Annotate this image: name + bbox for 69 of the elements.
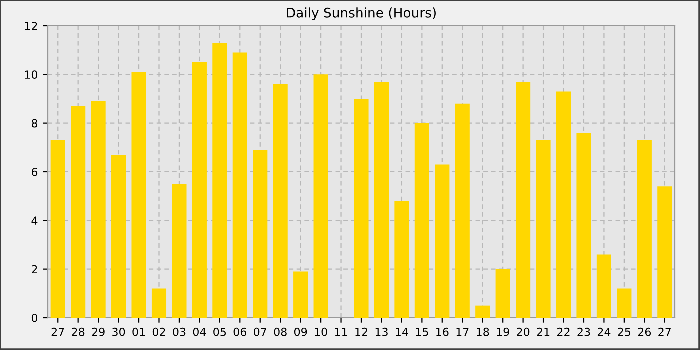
x-tick-label: 07 <box>254 328 266 336</box>
bar <box>435 164 450 318</box>
x-tick-label: 30 <box>112 328 126 336</box>
x-tick-label: 28 <box>72 328 85 336</box>
bar <box>273 84 288 318</box>
x-tick-label: 27 <box>658 328 672 336</box>
bar <box>576 133 592 318</box>
y-tick-label: 0 <box>32 314 38 322</box>
x-tick-label: 03 <box>173 328 186 336</box>
bar <box>516 82 531 318</box>
x-tick-label: 18 <box>477 328 490 336</box>
x-tick-label: 16 <box>436 328 449 336</box>
y-tick-label: 10 <box>25 70 38 80</box>
x-tick-label: 20 <box>517 328 530 336</box>
x-tick-label: 15 <box>416 328 428 336</box>
bar <box>476 306 490 318</box>
bar <box>394 201 410 318</box>
bar <box>253 150 268 318</box>
bar <box>132 72 146 318</box>
x-tick-label: 24 <box>598 328 611 336</box>
x-tick-label: 22 <box>558 328 570 336</box>
bar <box>414 123 430 318</box>
bar <box>496 269 510 318</box>
x-tick-label: 06 <box>234 328 247 336</box>
x-tick-label: 09 <box>294 328 308 336</box>
bar <box>71 106 86 318</box>
x-tick-label: 05 <box>214 328 226 336</box>
x-tick-label: 27 <box>52 328 64 336</box>
bar <box>374 82 390 318</box>
bar <box>637 140 652 318</box>
y-tick-label: 4 <box>32 216 38 225</box>
x-tick-label: 17 <box>456 328 469 336</box>
chart-title: Daily Sunshine (Hours) <box>287 8 436 20</box>
y-tick-label: 8 <box>32 119 38 128</box>
x-tick-label: 23 <box>578 328 590 336</box>
x-tick-label: 25 <box>618 328 631 336</box>
bar <box>596 254 612 318</box>
bar <box>91 101 106 318</box>
x-tick-label: 19 <box>497 328 510 336</box>
bar <box>294 272 308 318</box>
bar <box>536 140 551 318</box>
x-tick-label: 01 <box>132 328 146 336</box>
x-tick-label: 10 <box>315 328 328 336</box>
bar <box>112 154 126 318</box>
bar <box>617 288 632 318</box>
x-tick-label: 21 <box>537 328 550 336</box>
x-tick-label: 26 <box>638 328 652 336</box>
bar <box>658 186 672 318</box>
x-tick-label: 13 <box>376 328 388 336</box>
bar <box>172 184 187 318</box>
bar <box>50 140 66 318</box>
x-tick-label: 02 <box>152 328 166 336</box>
bar <box>212 43 228 318</box>
bar <box>314 74 328 318</box>
x-tick-label: 04 <box>193 328 206 336</box>
bar <box>232 52 248 318</box>
x-tick-label: 14 <box>396 328 408 336</box>
y-tick-label: 12 <box>25 22 38 30</box>
bar <box>556 92 572 318</box>
y-tick-label: 6 <box>32 168 38 176</box>
bar <box>152 288 167 318</box>
bar <box>192 62 207 318</box>
x-tick-label: 08 <box>274 328 287 336</box>
x-tick-label: 11 <box>335 328 348 336</box>
x-tick-label: 29 <box>92 328 105 336</box>
bar <box>455 104 470 318</box>
x-tick-label: 12 <box>356 328 368 336</box>
y-tick-label: 2 <box>32 265 38 274</box>
bar <box>354 99 369 318</box>
